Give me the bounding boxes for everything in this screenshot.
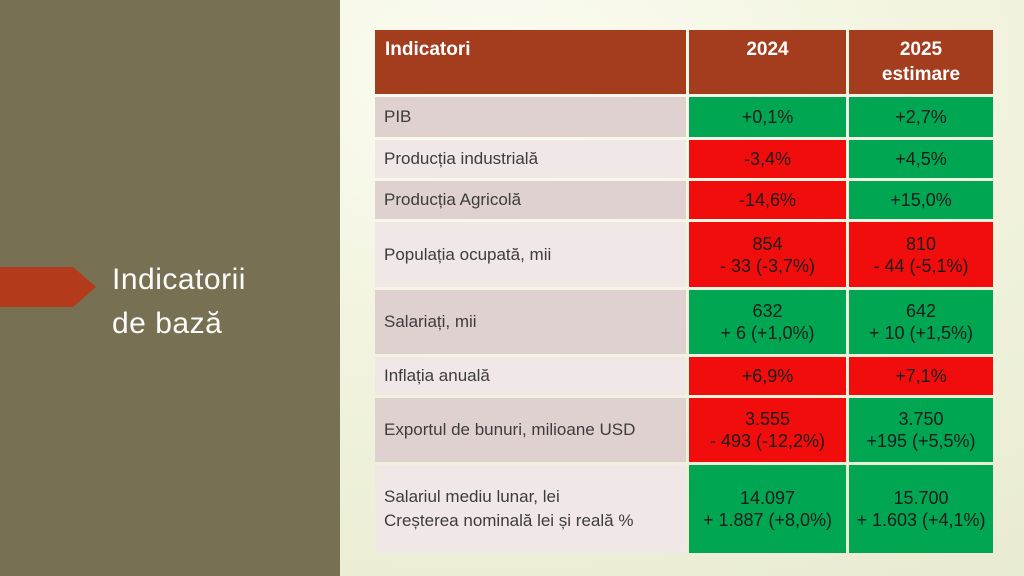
value-2024: -3,4% (689, 140, 846, 178)
value-line: +15,0% (890, 190, 952, 210)
value-2025: 15.700 + 1.603 (+4,1%) (849, 465, 993, 553)
row-label: Producția industrială (375, 140, 686, 178)
table-row: Populația ocupată, mii 854 - 33 (-3,7%) … (375, 222, 993, 287)
row-label-line: Exportul de bunuri, milioane USD (384, 420, 636, 439)
value-2024: 632 + 6 (+1,0%) (689, 290, 846, 354)
value-line: - 493 (-12,2%) (709, 431, 826, 451)
row-label: Salariul mediu lunar, lei Creșterea nomi… (375, 465, 686, 553)
value-line: 15.700 (893, 488, 949, 508)
row-label: Producția Agricolă (375, 181, 686, 219)
value-2025: +7,1% (849, 357, 993, 395)
value-line: +6,9% (741, 366, 794, 386)
value-2025: 3.750 +195 (+5,5%) (849, 398, 993, 462)
value-2024: +6,9% (689, 357, 846, 395)
slide-title-line: Indicatorii (112, 263, 246, 296)
row-label: Inflația anuală (375, 357, 686, 395)
table-header-row: Indicatori 2024 2025 estimare (375, 30, 993, 94)
table-row: Salariul mediu lunar, lei Creșterea nomi… (375, 465, 993, 553)
value-2024: +0,1% (689, 97, 846, 137)
row-label: Populația ocupată, mii (375, 222, 686, 287)
value-line: + 1.603 (+4,1%) (856, 510, 986, 530)
value-2025: +15,0% (849, 181, 993, 219)
value-line: + 10 (+1,5%) (868, 323, 974, 343)
value-line: 3.555 (744, 409, 791, 429)
row-label: PIB (375, 97, 686, 137)
row-label-line: PIB (384, 107, 412, 126)
value-2024: 854 - 33 (-3,7%) (689, 222, 846, 287)
value-line: +2,7% (895, 107, 947, 127)
value-line: +7,1% (895, 366, 947, 386)
value-2024: -14,6% (689, 181, 846, 219)
value-2024: 14.097 + 1.887 (+8,0%) (689, 465, 846, 553)
table-row: Inflația anuală +6,9% +7,1% (375, 357, 993, 395)
value-line: 3.750 (898, 409, 944, 429)
value-line: 854 (752, 233, 783, 254)
row-label: Exportul de bunuri, milioane USD (375, 398, 686, 462)
arrow-icon (0, 267, 96, 307)
row-label-line: Salariați, mii (384, 312, 477, 331)
title-panel: Indicatorii de bază (0, 0, 340, 576)
table-row: Exportul de bunuri, milioane USD 3.555 -… (375, 398, 993, 462)
row-label-line: Producția industrială (384, 149, 539, 168)
table-row: Producția industrială -3,4% +4,5% (375, 140, 993, 178)
column-header-2025: 2025 estimare (849, 30, 993, 94)
value-line: 642 (905, 301, 937, 321)
value-2024: 3.555 - 493 (-12,2%) (689, 398, 846, 462)
table-row: PIB +0,1% +2,7% (375, 97, 993, 137)
row-label-line: Salariul mediu lunar, lei (384, 487, 560, 506)
column-header-2025-line: 2025 (899, 39, 943, 60)
row-label: Salariați, mii (375, 290, 686, 354)
value-line: +4,5% (895, 149, 947, 169)
column-header-indicators: Indicatori (375, 30, 686, 94)
value-2025: 810 - 44 (-5,1%) (849, 222, 993, 287)
value-line: - 44 (-5,1%) (873, 255, 969, 276)
value-2025: +4,5% (849, 140, 993, 178)
table-row: Salariați, mii 632 + 6 (+1,0%) 642 + 10 … (375, 290, 993, 354)
value-line: 632 (752, 301, 783, 321)
value-line: 14.097 (739, 488, 796, 508)
value-line: - 33 (-3,7%) (719, 255, 816, 276)
row-label-line: Producția Agricolă (384, 190, 522, 209)
value-line: +0,1% (741, 107, 794, 127)
value-2025: 642 + 10 (+1,5%) (849, 290, 993, 354)
row-label-line: Inflația anuală (384, 366, 490, 385)
column-header-2024: 2024 (689, 30, 846, 94)
row-label-line: Creșterea nominală lei și reală % (384, 511, 634, 530)
value-line: -14,6% (738, 190, 797, 210)
slide-title: Indicatorii de bază (112, 258, 246, 346)
value-line: + 6 (+1,0%) (720, 323, 815, 343)
value-line: +195 (+5,5%) (866, 431, 976, 451)
value-2025: +2,7% (849, 97, 993, 137)
value-line: -3,4% (743, 149, 792, 169)
row-label-line: Populația ocupată, mii (384, 244, 552, 264)
column-header-2025-line: estimare (881, 64, 961, 85)
value-line: 810 (905, 233, 937, 254)
table-row: Producția Agricolă -14,6% +15,0% (375, 181, 993, 219)
slide-title-line: de bază (112, 307, 223, 340)
indicators-table: Indicatori 2024 2025 estimare PIB +0,1% … (372, 27, 996, 556)
value-line: + 1.887 (+8,0%) (702, 510, 833, 530)
